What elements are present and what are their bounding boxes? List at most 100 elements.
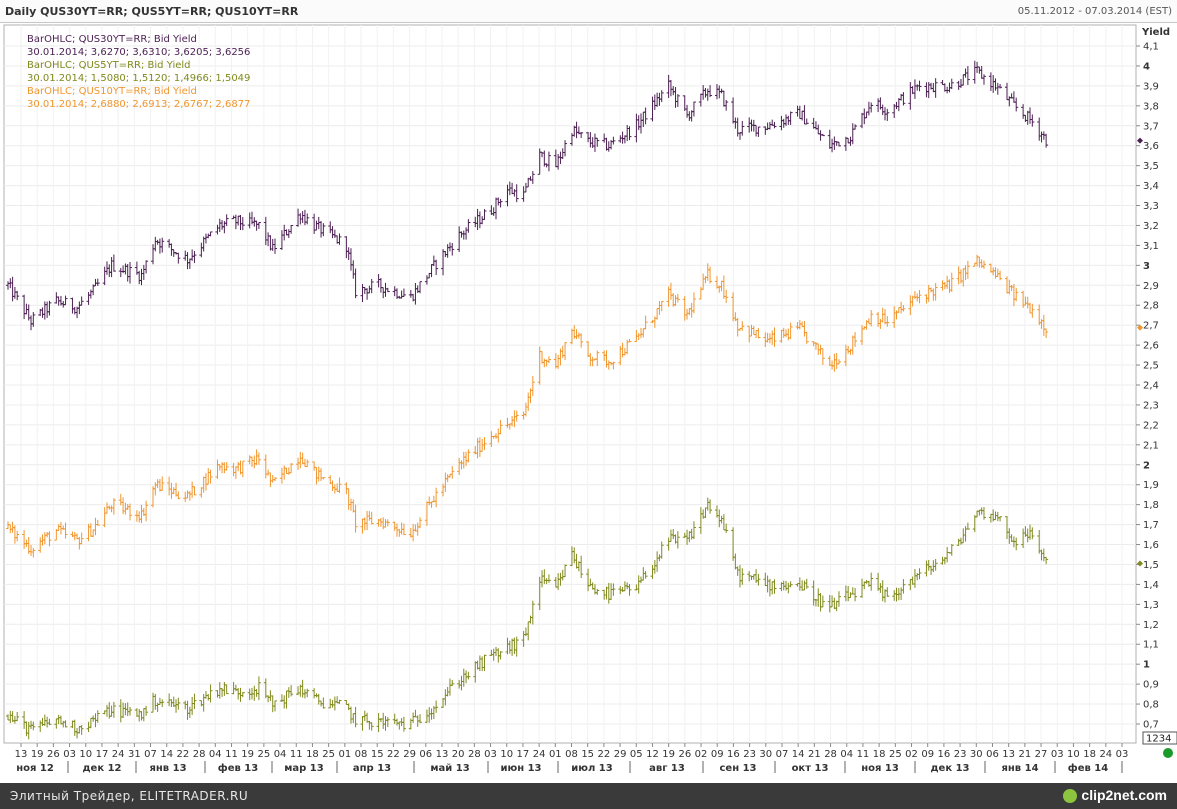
ohlc-chart[interactable]: 4,1 4 3,9 3,8 3,7 3,6 3,5 3,4 3,3 3,2 3,1 3 2,9 2,8 2,… (0, 23, 1177, 783)
y-tick-label: 2 (1143, 460, 1150, 471)
y-tick-label: 2,9 (1143, 281, 1159, 292)
footer-bar: Элитный Трейдер, ELITETRADER.RU clip2net… (0, 783, 1177, 809)
title-bar: Daily QUS30YT=RR; QUS5YT=RR; QUS10YT=RR … (0, 0, 1177, 23)
x-tick-label: 17 (96, 749, 109, 760)
x-tick-label: 24 (112, 749, 125, 760)
x-tick-label: 18 (873, 749, 886, 760)
x-tick-label: 25 (889, 749, 902, 760)
x-month-label: ноя 12 (16, 763, 54, 774)
x-tick-label: 11 (290, 749, 303, 760)
legend-series-30y-name: BarOHLC; QUS30YT=RR; Bid Yield (27, 34, 197, 45)
x-tick-label: 02 (905, 749, 918, 760)
x-tick-label: 18 (1083, 749, 1096, 760)
y-tick-label: 1,4 (1143, 580, 1159, 591)
x-tick-label: 28 (193, 749, 206, 760)
status-indicator-icon[interactable] (1163, 748, 1173, 758)
x-tick-label: 25 (322, 749, 335, 760)
y-tick-label: 3,3 (1143, 201, 1159, 212)
cursor-value-label: 1234 (1146, 734, 1171, 745)
y-tick-label: 2,5 (1143, 361, 1159, 372)
x-tick-label: 30 (970, 749, 983, 760)
x-tick-label: 23 (954, 749, 967, 760)
y-tick-label: 0,7 (1143, 720, 1159, 731)
x-tick-label: 22 (387, 749, 400, 760)
x-tick-label: 26 (678, 749, 691, 760)
y-tick-label: 3,8 (1143, 101, 1159, 112)
legend-series-30y-values: 30.01.2014; 3,6270; 3,6310; 3,6205; 3,62… (27, 47, 251, 58)
y-tick-label: 2,2 (1143, 420, 1159, 431)
last-value-marker-icon (1137, 560, 1143, 567)
x-tick-label: 01 (549, 749, 562, 760)
x-tick-label: 27 (1035, 749, 1048, 760)
x-tick-label: 17 (517, 749, 530, 760)
x-tick-label: 13 (436, 749, 449, 760)
x-tick-label: 20 (452, 749, 465, 760)
x-tick-label: 19 (31, 749, 44, 760)
x-month-label: дек 12 (82, 763, 121, 774)
x-tick-label: 22 (598, 749, 611, 760)
y-tick-label: 1,5 (1143, 560, 1159, 571)
x-tick-label: 15 (371, 749, 384, 760)
y-tick-label: 1,7 (1143, 520, 1159, 531)
x-month-label: фев 13 (218, 762, 258, 774)
plot-area[interactable] (3, 24, 1137, 744)
x-tick-label: 07 (776, 749, 789, 760)
x-month-label: дек 13 (930, 763, 969, 774)
last-value-marker-icon (1137, 324, 1143, 331)
x-month-label: янв 14 (1001, 763, 1038, 774)
x-tick-label: 23 (743, 749, 756, 760)
y-tick-label: 3,6 (1143, 141, 1159, 152)
x-tick-label: 29 (403, 749, 416, 760)
x-tick-label: 04 (209, 749, 222, 760)
x-tick-label: 14 (792, 749, 805, 760)
x-tick-label: 25 (258, 749, 271, 760)
y-tick-label: 2,7 (1143, 321, 1159, 332)
x-tick-label: 11 (225, 749, 238, 760)
x-tick-label: 03 (1116, 749, 1129, 760)
legend-series-5y-values: 30.01.2014; 1,5080; 1,5120; 1,4966; 1,50… (27, 73, 251, 84)
x-tick-label: 31 (128, 749, 141, 760)
y-tick-label: 0,8 (1143, 700, 1159, 711)
y-tick-label: 3,2 (1143, 221, 1159, 232)
x-tick-label: 01 (338, 749, 351, 760)
y-tick-label: 2,4 (1143, 381, 1159, 392)
y-tick-label: 4 (1143, 61, 1150, 72)
last-value-marker-icon (1137, 137, 1143, 144)
x-tick-label: 09 (921, 749, 934, 760)
clip2net-icon (1063, 789, 1078, 804)
legend-series-5y-name: BarOHLC; QUS5YT=RR; Bid Yield (27, 60, 191, 71)
chart-title: Daily QUS30YT=RR; QUS5YT=RR; QUS10YT=RR (5, 5, 299, 18)
x-tick-label: 13 (1002, 749, 1015, 760)
x-tick-label: 13 (15, 749, 28, 760)
legend: BarOHLC; QUS30YT=RR; Bid Yield 30.01.201… (27, 33, 250, 111)
x-tick-label: 29 (614, 749, 627, 760)
y-tick-label: 1 (1143, 660, 1150, 671)
x-tick-label: 24 (1099, 749, 1112, 760)
y-tick-label: 1,6 (1143, 540, 1159, 551)
x-tick-label: 14 (160, 749, 173, 760)
y-tick-label: 1,3 (1143, 600, 1159, 611)
x-tick-label: 03 (484, 749, 497, 760)
x-month-label: мар 13 (284, 763, 324, 774)
x-tick-label: 06 (419, 749, 432, 760)
x-tick-label: 10 (500, 749, 513, 760)
x-tick-label: 03 (1051, 749, 1064, 760)
x-tick-label: 16 (727, 749, 740, 760)
x-tick-label: 04 (840, 749, 853, 760)
x-month-label: ноя 13 (861, 763, 899, 774)
x-tick-label: 30 (759, 749, 772, 760)
x-month-label: апр 13 (353, 763, 391, 774)
y-tick-label: 1,9 (1143, 480, 1159, 491)
y-tick-label: 1,2 (1143, 620, 1159, 631)
x-month-label: янв 13 (149, 763, 186, 774)
y-tick-label: 3,5 (1143, 161, 1159, 172)
footer-caption: Элитный Трейдер, ELITETRADER.RU (10, 789, 249, 803)
y-axis-title: Yield (1141, 27, 1170, 38)
x-tick-label: 15 (581, 749, 594, 760)
x-tick-label: 16 (938, 749, 951, 760)
x-tick-label: 21 (1018, 749, 1031, 760)
x-month-label: июн 13 (500, 763, 541, 774)
brand-logo[interactable]: clip2net.com (1063, 787, 1167, 804)
x-tick-label: 08 (565, 749, 578, 760)
